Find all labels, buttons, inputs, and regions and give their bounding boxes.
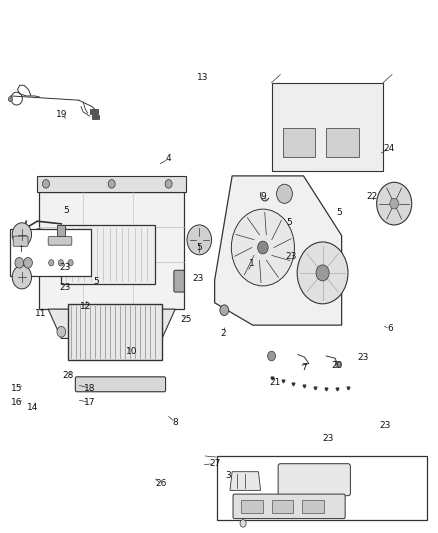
FancyBboxPatch shape (278, 464, 350, 496)
Bar (217, 456, 427, 520)
Circle shape (58, 260, 64, 266)
Bar (90, 109, 98, 114)
Bar (272, 500, 293, 513)
Bar (61, 225, 155, 284)
Bar (68, 304, 162, 360)
Circle shape (108, 180, 115, 188)
Circle shape (15, 257, 24, 268)
Circle shape (49, 260, 54, 266)
Polygon shape (215, 176, 342, 325)
Circle shape (68, 260, 73, 266)
Circle shape (336, 361, 341, 368)
Bar (326, 128, 359, 157)
FancyBboxPatch shape (272, 83, 383, 171)
FancyBboxPatch shape (13, 236, 28, 246)
Circle shape (24, 257, 32, 268)
FancyBboxPatch shape (75, 377, 166, 392)
Text: 1: 1 (249, 260, 255, 268)
Text: 6: 6 (387, 325, 393, 333)
Text: 14: 14 (27, 403, 39, 412)
Text: 19: 19 (56, 110, 67, 119)
Text: 17: 17 (84, 398, 95, 407)
Bar (241, 500, 263, 513)
Bar (39, 192, 184, 309)
Text: 5: 5 (93, 277, 99, 286)
Circle shape (12, 265, 32, 289)
FancyBboxPatch shape (48, 237, 72, 245)
Text: 23: 23 (59, 263, 71, 272)
Text: 5: 5 (336, 208, 343, 216)
Text: 21: 21 (269, 378, 281, 387)
Bar (10, 229, 91, 276)
Text: 23: 23 (59, 284, 71, 292)
Text: 28: 28 (62, 372, 74, 380)
Bar (57, 225, 65, 236)
Text: 23: 23 (322, 434, 333, 442)
Circle shape (277, 184, 293, 204)
Text: 3: 3 (225, 471, 231, 480)
Text: 2: 2 (221, 329, 226, 337)
Polygon shape (230, 472, 261, 490)
Text: 8: 8 (172, 418, 178, 426)
FancyBboxPatch shape (37, 176, 186, 192)
Circle shape (165, 180, 172, 188)
Text: 15: 15 (11, 384, 22, 392)
Bar (302, 500, 324, 513)
Text: 25: 25 (180, 316, 192, 324)
Text: 4: 4 (166, 155, 171, 163)
Text: 18: 18 (84, 384, 95, 392)
Circle shape (377, 182, 412, 225)
Text: 11: 11 (35, 309, 46, 318)
Circle shape (8, 96, 13, 102)
Text: 7: 7 (301, 364, 307, 372)
Text: 16: 16 (11, 398, 22, 407)
Text: 22: 22 (367, 192, 378, 200)
Text: 26: 26 (155, 480, 167, 488)
Circle shape (297, 242, 348, 304)
Circle shape (57, 326, 66, 337)
Circle shape (390, 198, 399, 209)
Circle shape (268, 351, 276, 361)
Circle shape (12, 223, 32, 246)
Text: 9: 9 (260, 192, 266, 200)
Circle shape (240, 520, 246, 527)
Text: 10: 10 (126, 348, 137, 356)
Text: 20: 20 (332, 361, 343, 369)
FancyBboxPatch shape (174, 270, 184, 292)
Text: 5: 5 (63, 206, 69, 215)
Text: 5: 5 (196, 244, 202, 252)
Circle shape (231, 209, 294, 286)
Bar (283, 128, 315, 157)
Circle shape (220, 305, 229, 316)
Text: 23: 23 (379, 421, 390, 430)
Text: 23: 23 (358, 353, 369, 361)
Text: 13: 13 (197, 73, 208, 82)
Circle shape (187, 225, 212, 255)
FancyBboxPatch shape (233, 494, 345, 519)
Text: 23: 23 (286, 253, 297, 261)
Circle shape (316, 265, 329, 281)
Polygon shape (48, 309, 175, 338)
Text: 5: 5 (286, 219, 292, 227)
Text: 23: 23 (192, 274, 204, 282)
Bar (92, 115, 99, 119)
Circle shape (42, 180, 49, 188)
Text: 27: 27 (209, 459, 220, 468)
Text: 12: 12 (80, 302, 91, 311)
Text: 24: 24 (383, 144, 395, 152)
Circle shape (258, 241, 268, 254)
